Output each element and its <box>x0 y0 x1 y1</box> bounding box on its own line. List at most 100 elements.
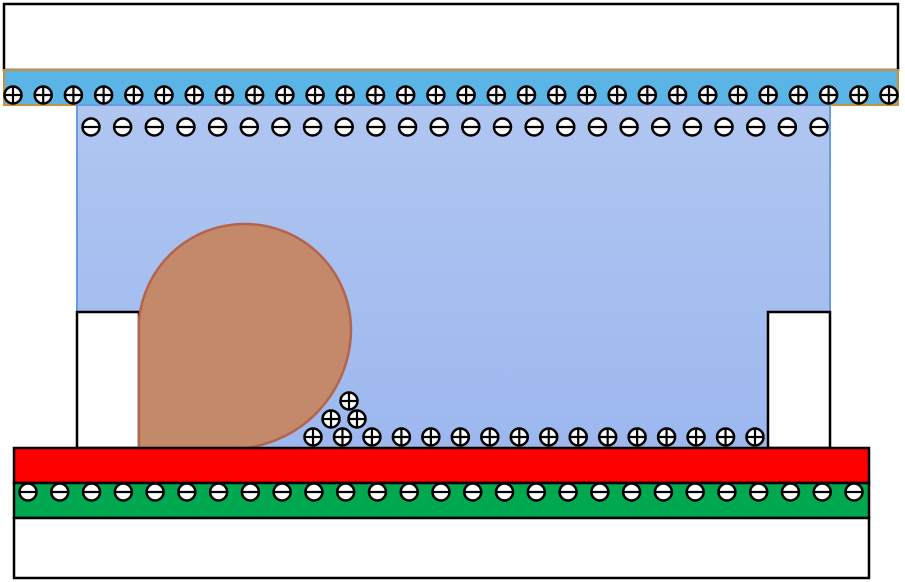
minus-ion-icon <box>239 117 260 137</box>
minus-ion-icon <box>145 482 165 502</box>
plus-ion-icon <box>728 85 748 105</box>
plus-ion-icon <box>698 85 718 105</box>
plus-ion-icon <box>849 85 869 105</box>
minus-ion-icon <box>176 117 196 137</box>
plus-ion-icon <box>450 427 471 447</box>
plus-ion-icon <box>33 85 53 105</box>
plus-ion-icon <box>365 85 386 105</box>
plus-ion-icon <box>818 85 839 105</box>
plus-ion-icon <box>93 85 114 105</box>
minus-ion-icon <box>653 482 674 502</box>
minus-ion-icon <box>526 482 547 502</box>
minus-ion-icon <box>558 482 578 502</box>
plus-ion-icon <box>347 409 367 429</box>
minus-ion-icon <box>621 482 642 502</box>
plus-ion-icon <box>184 85 204 105</box>
plus-ion-icon <box>303 427 323 447</box>
minus-ion-icon <box>492 117 513 137</box>
minus-ion-icon <box>812 482 832 502</box>
plus-ion-icon <box>395 85 416 105</box>
minus-ion-icon <box>144 117 165 137</box>
minus-ion-icon <box>717 482 737 502</box>
minus-ion-icon <box>18 482 38 502</box>
minus-ion-icon <box>81 117 101 137</box>
plus-ion-icon <box>745 427 765 447</box>
minus-ion-icon <box>809 117 829 137</box>
plus-ion-icon <box>335 85 356 105</box>
plus-ion-icon <box>656 427 677 447</box>
minus-ion-icon <box>272 482 292 502</box>
plus-ion-icon <box>124 85 144 105</box>
plus-ion-icon <box>275 85 295 105</box>
plus-ion-icon <box>214 85 235 105</box>
minus-ion-icon <box>50 482 70 502</box>
plus-ion-icon <box>607 85 627 105</box>
plus-ion-icon <box>637 85 658 105</box>
minus-ion-icon <box>335 482 356 502</box>
minus-ion-icon <box>399 482 419 502</box>
minus-ion-icon <box>271 117 291 137</box>
minus-ion-icon <box>714 117 734 137</box>
bottom-plate <box>12 516 871 580</box>
minus-ion-icon <box>682 117 703 137</box>
minus-ion-icon <box>177 482 197 502</box>
minus-ion-icon <box>304 482 324 502</box>
minus-ion-icon <box>240 482 261 502</box>
minus-ion-icon <box>524 117 544 137</box>
plus-ion-icon <box>426 85 446 105</box>
plus-ion-icon <box>667 85 688 105</box>
minus-ion-icon <box>685 482 705 502</box>
plus-ion-icon <box>244 85 265 105</box>
minus-ion-icon <box>777 117 798 137</box>
minus-ion-icon <box>334 117 354 137</box>
plus-ion-icon <box>63 85 84 105</box>
minus-ion-icon <box>748 482 769 502</box>
plus-ion-icon <box>456 85 476 105</box>
plus-ion-icon <box>538 427 559 447</box>
minus-ion-icon <box>367 482 388 502</box>
plus-ion-icon <box>391 427 412 447</box>
minus-ion-icon <box>397 117 418 137</box>
minus-ion-icon <box>844 482 864 502</box>
plus-ion-icon <box>879 85 899 105</box>
minus-ion-icon <box>431 482 451 502</box>
minus-ion-icon <box>207 117 228 137</box>
ion-group <box>3 85 899 502</box>
top-plate <box>2 2 900 72</box>
plus-ion-icon <box>154 85 174 105</box>
plus-ion-icon <box>546 85 567 105</box>
minus-ion-icon <box>587 117 608 137</box>
minus-ion-icon <box>494 482 515 502</box>
plus-ion-icon <box>568 427 588 447</box>
minus-ion-icon <box>619 117 639 137</box>
plus-ion-icon <box>758 85 778 105</box>
minus-ion-icon <box>463 482 483 502</box>
minus-ion-icon <box>556 117 576 137</box>
plus-ion-icon <box>305 85 325 105</box>
plus-ion-icon <box>577 85 597 105</box>
plus-ion-icon <box>509 427 530 447</box>
minus-ion-icon <box>745 117 766 137</box>
top-electrode-layer <box>3 69 899 106</box>
minus-ion-icon <box>113 482 134 502</box>
minus-ion-icon <box>461 117 481 137</box>
minus-ion-icon <box>112 117 133 137</box>
plus-ion-icon <box>339 391 359 411</box>
droplet <box>137 222 353 450</box>
plus-ion-icon <box>627 427 647 447</box>
plus-ion-icon <box>332 427 353 447</box>
plus-ion-icon <box>486 85 507 105</box>
plus-ion-icon <box>597 427 618 447</box>
plus-ion-icon <box>362 427 382 447</box>
minus-ion-icon <box>650 117 671 137</box>
minus-ion-icon <box>302 117 323 137</box>
minus-ion-icon <box>366 117 386 137</box>
red-dielectric-layer <box>12 446 871 485</box>
plus-ion-icon <box>421 427 441 447</box>
minus-ion-icon <box>780 482 801 502</box>
right-spacer <box>766 310 832 450</box>
plus-ion-icon <box>516 85 537 105</box>
minus-ion-icon <box>81 482 102 502</box>
plus-ion-icon <box>3 85 23 105</box>
